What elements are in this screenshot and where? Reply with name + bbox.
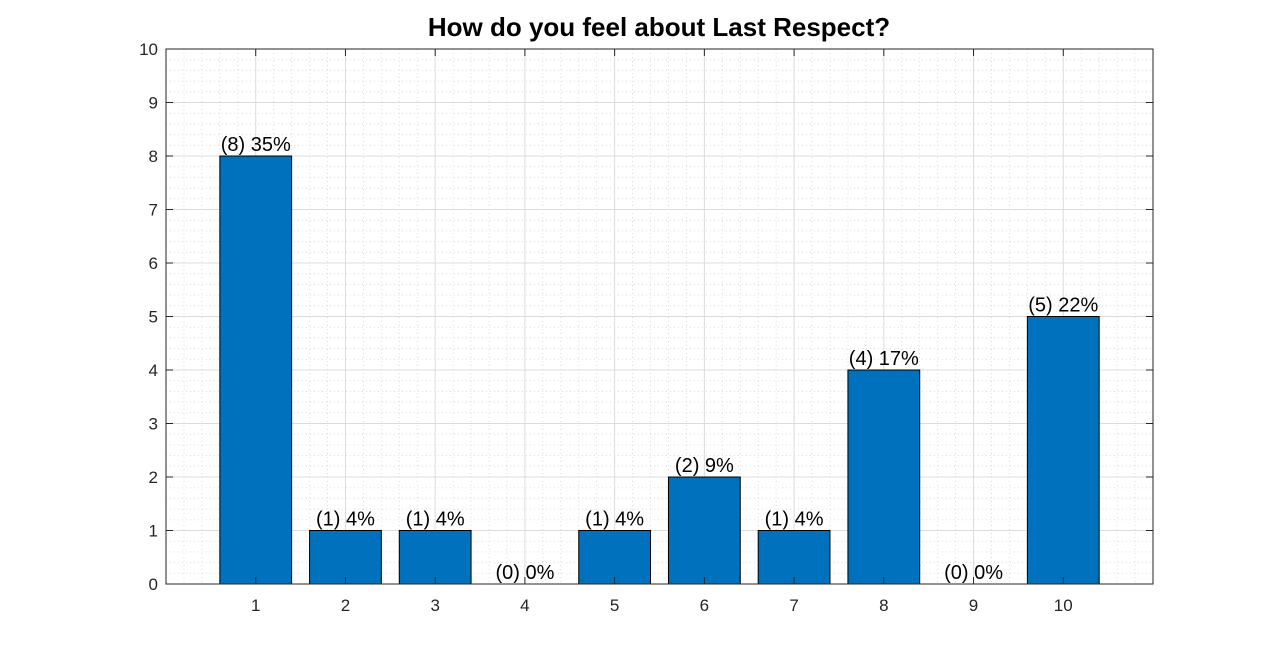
y-tick-label: 2 xyxy=(149,468,158,487)
bar-5 xyxy=(578,530,652,585)
x-tick-label: 1 xyxy=(251,596,260,615)
chart-title: How do you feel about Last Respect? xyxy=(428,12,890,42)
data-label-6: (2) 9% xyxy=(675,455,734,477)
data-label-8: (4) 17% xyxy=(849,348,919,370)
y-tick-label: 5 xyxy=(149,308,158,327)
bar-8 xyxy=(847,369,921,585)
data-labels: (8) 35% (1) 4% (1) 4% (0) 0% (1) 4% (2) 9% (1)… xyxy=(221,134,1099,584)
y-tick-label: 0 xyxy=(149,575,158,594)
bar-6 xyxy=(667,476,741,585)
x-tick-label: 7 xyxy=(789,596,798,615)
x-tick-label: 9 xyxy=(969,596,978,615)
y-tick-label: 3 xyxy=(149,415,158,434)
bar-1 xyxy=(219,155,293,585)
y-axis-ticks: 0 1 2 3 4 5 6 7 8 9 10 xyxy=(139,40,1153,594)
data-label-2: (1) 4% xyxy=(316,509,375,531)
x-tick-label: 8 xyxy=(879,596,888,615)
x-tick-label: 5 xyxy=(610,596,619,615)
x-tick-label: 3 xyxy=(430,596,439,615)
y-tick-label: 7 xyxy=(149,201,158,220)
data-label-7: (1) 4% xyxy=(765,509,824,531)
data-label-4: (0) 0% xyxy=(495,562,554,584)
x-tick-label: 2 xyxy=(341,596,350,615)
data-label-9: (0) 0% xyxy=(944,562,1003,584)
data-label-3: (1) 4% xyxy=(406,509,465,531)
bar-2 xyxy=(309,530,382,585)
y-tick-label: 10 xyxy=(139,40,158,59)
data-label-1: (8) 35% xyxy=(221,134,291,156)
major-grid xyxy=(165,48,1154,585)
y-tick-label: 9 xyxy=(149,94,158,113)
bar-10 xyxy=(1026,316,1100,585)
data-label-5: (1) 4% xyxy=(585,509,644,531)
y-tick-label: 4 xyxy=(149,361,158,380)
y-tick-label: 1 xyxy=(149,522,158,541)
y-tick-label: 6 xyxy=(149,254,158,273)
x-tick-label: 10 xyxy=(1054,596,1073,615)
x-axis-ticks: 1 2 3 4 5 6 7 8 9 10 xyxy=(251,49,1073,615)
x-tick-label: 4 xyxy=(520,596,529,615)
bar-3 xyxy=(398,530,472,585)
bar-7 xyxy=(757,530,831,585)
data-label-10: (5) 22% xyxy=(1028,295,1098,317)
bars-group xyxy=(219,155,1100,585)
minor-grid xyxy=(166,49,1153,584)
x-tick-label: 6 xyxy=(700,596,709,615)
y-tick-label: 8 xyxy=(149,147,158,166)
